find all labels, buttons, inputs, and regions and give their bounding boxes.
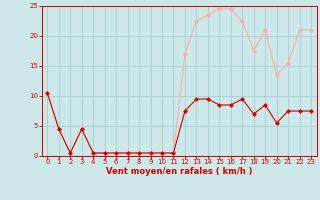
X-axis label: Vent moyen/en rafales ( km/h ): Vent moyen/en rafales ( km/h ) (106, 167, 252, 176)
